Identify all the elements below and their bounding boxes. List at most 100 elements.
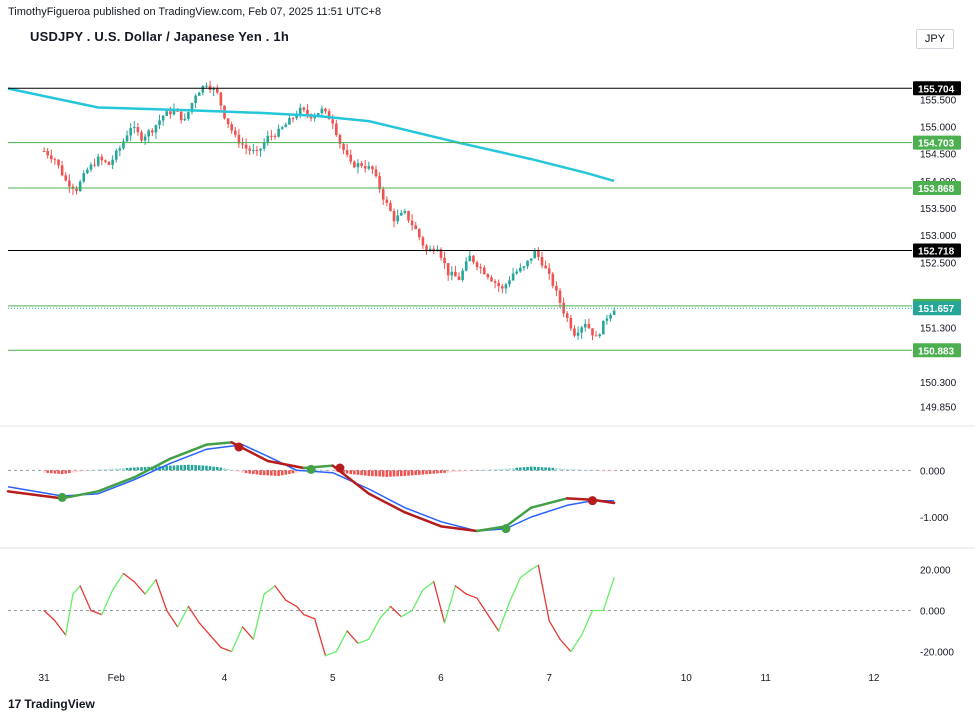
- macd-histogram-bar: [288, 470, 291, 474]
- macd-histogram-bar: [219, 467, 223, 471]
- oscillator-segment: [252, 593, 265, 640]
- level-badge: [913, 301, 961, 316]
- candle-body: [392, 210, 396, 222]
- oscillator-pane: 20.000 0.000 -20.000: [8, 564, 954, 659]
- oscillator-segment: [389, 605, 402, 618]
- macd-histogram-bar: [547, 467, 551, 471]
- tradingview-logo[interactable]: 17 TradingView: [8, 697, 95, 711]
- macd-histogram-bar: [75, 470, 78, 473]
- candle-body: [201, 85, 205, 93]
- candle-body: [446, 263, 450, 276]
- macd-histogram-bar: [363, 470, 367, 476]
- oscillator-segment: [368, 618, 381, 640]
- macd-histogram-bar: [277, 470, 280, 476]
- macd-histogram-bar: [345, 470, 349, 474]
- macd-histogram-bar: [602, 470, 605, 472]
- macd-histogram-bar: [165, 465, 169, 471]
- candle-body: [418, 229, 421, 238]
- candle-body: [428, 248, 432, 252]
- macd-histogram-bar: [598, 470, 602, 472]
- price-tick-label: 154.500: [920, 150, 957, 161]
- oscillator-segment: [54, 620, 67, 636]
- macd-histogram-bar: [176, 465, 179, 471]
- candle-body: [609, 314, 612, 319]
- candle-body: [385, 199, 389, 203]
- level-badge: [913, 81, 961, 96]
- macd-histogram-bar: [154, 466, 158, 471]
- macd-histogram-bar: [519, 467, 522, 471]
- macd-histogram-bar: [537, 466, 540, 471]
- symbol-title: USDJPY . U.S. Dollar / Japanese Yen . 1h: [30, 29, 289, 44]
- macd-histogram-bar: [259, 470, 262, 475]
- candle-body: [68, 180, 71, 187]
- macd-histogram-bar: [396, 470, 399, 477]
- macd-signal-segment: [6, 490, 64, 500]
- candle-body: [349, 154, 353, 162]
- candle-body: [580, 327, 583, 333]
- candle-body: [295, 115, 298, 119]
- macd-histogram-bar: [468, 470, 472, 472]
- oscillator-segment: [90, 609, 103, 616]
- macd-histogram-bar: [226, 468, 230, 471]
- candle-body: [475, 262, 479, 268]
- candle-body: [381, 189, 385, 200]
- macd-histogram-bar: [114, 468, 118, 471]
- candle-body: [479, 267, 482, 269]
- candle-body: [472, 255, 475, 263]
- level-badge: [913, 181, 961, 196]
- candle-body: [96, 156, 100, 166]
- oscillator-segment: [433, 581, 446, 624]
- macd-histogram-bar: [414, 470, 418, 476]
- oscillator-segment: [122, 572, 135, 583]
- macd-signal-segment: [504, 506, 533, 528]
- level-badge: [913, 135, 961, 150]
- macd-signal-segment: [367, 492, 407, 514]
- macd-signal-segment: [439, 525, 479, 533]
- candle-body: [316, 113, 320, 116]
- macd-histogram-bar: [443, 470, 446, 473]
- candle-body: [215, 88, 219, 93]
- candle-body: [389, 202, 392, 211]
- candle-body: [569, 317, 573, 329]
- candle-body: [342, 143, 345, 151]
- macd-histogram-bar: [562, 468, 565, 471]
- candle-body: [226, 118, 230, 125]
- oscillator-segment: [581, 609, 594, 636]
- macd-histogram-bar: [82, 470, 86, 472]
- oscillator-segment: [314, 618, 327, 657]
- macd-histogram-bar: [122, 468, 125, 471]
- time-tick-label: 10: [681, 673, 693, 684]
- level-badge-label: 154.703: [918, 139, 955, 150]
- candle-body: [331, 119, 335, 124]
- candle-body: [522, 266, 526, 268]
- macd-signal-segment: [133, 457, 172, 479]
- candle-body: [46, 151, 49, 156]
- macd-cross-marker: [234, 442, 244, 452]
- candle-body: [82, 173, 86, 182]
- macd-histogram-bar: [71, 470, 75, 473]
- macd-histogram-bar: [432, 470, 436, 474]
- time-tick-label: 11: [760, 673, 771, 684]
- macd-histogram-bar: [197, 465, 201, 471]
- candle-body: [147, 130, 151, 137]
- oscillator-segment: [400, 609, 413, 618]
- candle-body: [573, 328, 576, 336]
- macd-histogram-bar: [262, 470, 266, 476]
- macd-histogram-bar: [248, 470, 252, 474]
- candle-body: [493, 281, 497, 283]
- oscillator-segment: [443, 585, 457, 624]
- macd-histogram-bar: [230, 469, 233, 471]
- candle-body: [197, 92, 201, 96]
- candle-body: [140, 132, 143, 141]
- candle-body: [497, 282, 500, 287]
- currency-selector[interactable]: JPY: [916, 29, 954, 49]
- oscillator-segment: [324, 650, 337, 657]
- macd-histogram-bar: [522, 467, 526, 471]
- candle-body: [57, 159, 60, 166]
- macd-pane: 0.000 -1.000: [6, 441, 949, 534]
- oscillator-segment: [198, 622, 211, 636]
- time-tick-label: 7: [546, 673, 552, 684]
- macd-histogram-bar: [399, 470, 403, 477]
- candle-body: [425, 245, 428, 252]
